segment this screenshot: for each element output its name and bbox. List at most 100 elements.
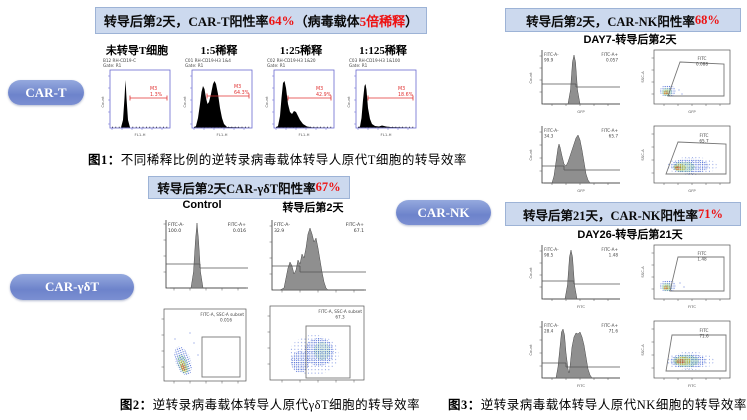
histogram-shape: [170, 222, 246, 289]
fig2-col-control: Control: [182, 199, 222, 211]
gate-label: FITC: [700, 328, 709, 333]
car-t-label-pill: CAR-T: [8, 80, 84, 105]
fitc-pos-value: 65.7: [609, 134, 619, 139]
fig1-title-dilution: 5倍稀释: [359, 14, 406, 29]
fig1-histogram-panel-3: C03 RH-CD19-H3 1&100 Gate: R1 M3 18.6% F…: [346, 56, 420, 142]
x-axis-label: GFP: [577, 109, 585, 114]
svg-text:GFP: GFP: [688, 188, 696, 193]
svg-text:FITC-A+: FITC-A+: [346, 222, 364, 228]
svg-text:FITC-A-: FITC-A-: [274, 222, 290, 228]
svg-text:M3: M3: [234, 84, 241, 90]
histogram-shape: [276, 81, 332, 128]
histogram-shape: [358, 84, 414, 128]
gate-value: 0.088: [696, 62, 708, 67]
density-cloud: [666, 352, 714, 370]
svg-text:FITC: FITC: [577, 304, 585, 309]
svg-text:FITC: FITC: [688, 304, 696, 309]
fig1-col-header-0: 未转导T细胞: [105, 45, 169, 57]
fitc-pos-value: 1.48: [609, 253, 619, 258]
fig1-title-pct: 64%: [268, 12, 295, 28]
fig3-caption: 图3：逆转录病毒载体转导人原代NK细胞的转导效率: [448, 398, 747, 412]
gate-label: FITC: [698, 251, 707, 256]
gate-rectangle: [201, 336, 241, 378]
fitc-neg-value: 98.5: [544, 253, 554, 258]
histogram-shape: [279, 227, 364, 291]
fitc-neg-label: FITC-A-: [168, 222, 184, 228]
density-cloud: [289, 335, 339, 375]
density-cloud: [667, 157, 717, 175]
fig3-day7-hist-untransduced: FITC-A- 99.9 FITC-A+ 0.057 GFP Count: [528, 46, 624, 118]
svg-text:FITC: FITC: [577, 383, 585, 388]
gate-value: 65.7: [699, 139, 709, 144]
density-cloud: [174, 346, 192, 376]
interval-gate: [542, 83, 620, 88]
svg-text:Count: Count: [264, 96, 269, 108]
fitc-neg-value: 99.9: [544, 58, 554, 63]
svg-text:64.3%: 64.3%: [234, 90, 250, 96]
subset-label: FITC-A, SSC-A subset: [318, 309, 362, 314]
subset-value: 67.3: [335, 315, 345, 320]
svg-text:FITC-A-: FITC-A-: [544, 323, 559, 328]
svg-text:1.3%: 1.3%: [150, 92, 163, 98]
fig1-histogram-panel-0: B12 RH-CD19-C Gate: R1 M3 1.3% FL1-H Cou…: [100, 56, 174, 142]
svg-text:Count: Count: [346, 96, 351, 108]
fig1-histogram-panel-1: C01 RH-CD19-H3 1&4 Gate: R1 M3 64.3% FL1…: [182, 56, 256, 142]
histogram-shape: [544, 54, 620, 105]
svg-text:FL1-H: FL1-H: [299, 132, 310, 137]
fig2-caption: 图2：逆转录病毒载体转导人原代γδT细胞的转导效率: [119, 398, 421, 412]
gate-value: 71.6: [699, 334, 709, 339]
fitc-neg-value: 34.3: [544, 134, 554, 139]
svg-text:SSC-A: SSC-A: [640, 266, 645, 278]
svg-text:Count: Count: [528, 149, 533, 161]
fitc-pos-value: 0.016: [233, 228, 246, 234]
interval-gate: [542, 362, 620, 368]
svg-text:GFP: GFP: [688, 109, 696, 114]
svg-text:FITC-A+: FITC-A+: [601, 247, 618, 252]
car-nk-label-pill: CAR-NK: [396, 200, 491, 225]
car-t-label: CAR-T: [25, 84, 67, 100]
svg-text:M3: M3: [150, 86, 157, 92]
subset-label: FITC-A, SSC-A subset: [200, 312, 244, 317]
fitc-pos-value: 67.1: [354, 228, 364, 234]
fig3-day7-scatter-untransduced: FITC 0.088 GFP SSC-A: [640, 46, 736, 118]
interval-gate: [166, 263, 248, 269]
m3-marker: M3 18.6%: [367, 86, 414, 101]
fig3-day21-pct: 71%: [698, 206, 723, 221]
gate-id: Gate: R1: [267, 63, 286, 68]
svg-text:FITC-A-: FITC-A-: [544, 52, 559, 57]
fig3-day26-scatter-untransduced: FITC 1.48 FITC SSC-A: [640, 241, 736, 313]
fig1-caption: 图1：不同稀释比例的逆转录病毒载体转导人原代T细胞的转导效率: [88, 153, 467, 167]
y-axis-label: Count: [100, 96, 105, 108]
fitc-pos-value: 71.6: [609, 329, 619, 334]
svg-text:Count: Count: [528, 344, 533, 356]
y-axis-label: Count: [528, 72, 533, 84]
svg-text:SSC-A: SSC-A: [640, 71, 645, 83]
fitc-neg-value: 32.9: [274, 228, 284, 234]
fitc-neg-value: 28.4: [544, 329, 554, 334]
car-gdt-label-pill: CAR-γδT: [10, 274, 134, 300]
gate-value: 1.48: [697, 257, 707, 262]
gate-polygon: [667, 61, 725, 97]
gate-polygon: [665, 334, 727, 372]
fig3-day26-hist-untransduced: FITC-A- 98.5 FITC-A+ 1.48 FITC Count: [528, 241, 624, 313]
svg-text:SSC-A: SSC-A: [640, 149, 645, 161]
m3-marker: M3 1.3%: [129, 86, 168, 101]
svg-text:GFP: GFP: [577, 188, 585, 193]
fitc-pos-label: FITC-A+: [228, 222, 246, 228]
gate-id: Gate: R1: [349, 63, 368, 68]
fig3-subtitle-day7: DAY7-转导后第2天: [583, 34, 677, 46]
svg-text:M3: M3: [398, 86, 405, 92]
fig3-day7-scatter-transduced: FITC 65.7 GFP SSC-A: [640, 122, 736, 195]
fig1-histogram-panel-2: C02 RH-CD19-H3 1&20 Gate: R1 M3 42.9% FL…: [264, 56, 338, 142]
fig2-title: 转导后第2天CAR-γδT阳性率 67%: [148, 176, 350, 199]
sample-id: B12 RH-CD19-C: [103, 58, 136, 63]
gate-label: FITC: [700, 133, 709, 138]
histogram-shape: [544, 328, 620, 379]
svg-text:FITC-A+: FITC-A+: [601, 128, 618, 133]
sample-id: C01 RH-CD19-H3 1&4: [185, 58, 231, 63]
fig3-day26-hist-transduced: FITC-A- 28.4 FITC-A+ 71.6 FITC Count: [528, 317, 624, 390]
svg-text:M3: M3: [316, 86, 323, 92]
fig3-day26-scatter-transduced: FITC 71.6 FITC SSC-A: [640, 317, 736, 390]
interval-gate: [542, 165, 620, 171]
